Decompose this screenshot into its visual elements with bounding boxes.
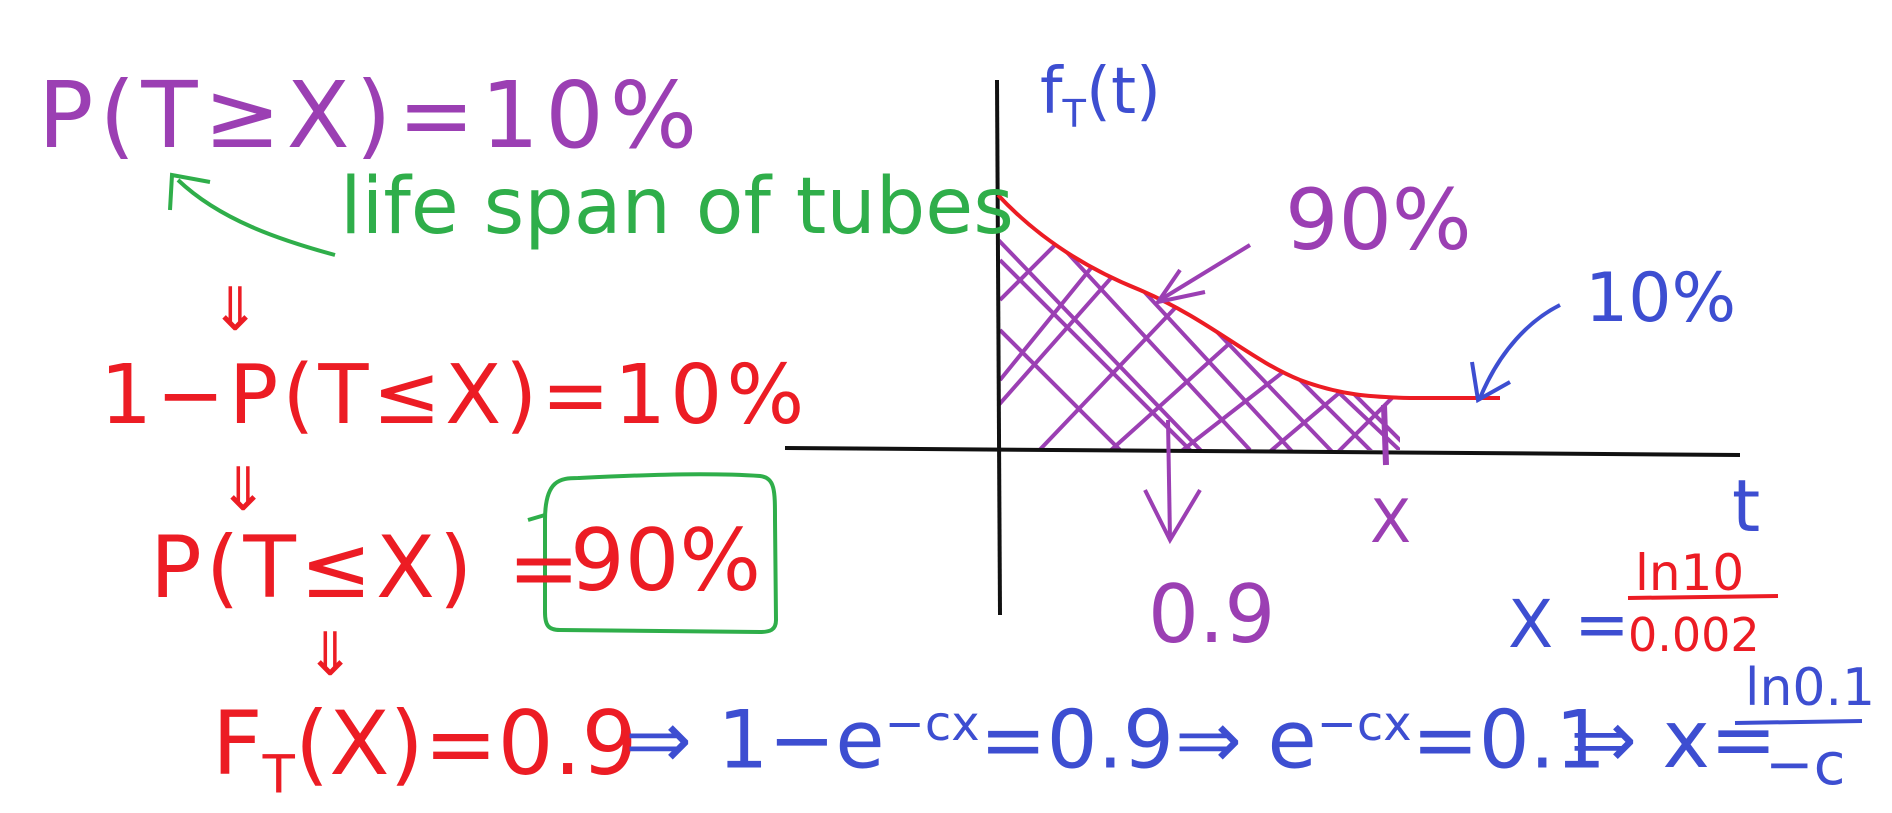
step1-exponent: −cx — [884, 696, 980, 752]
step1-suffix: =0.9 — [979, 693, 1174, 787]
final-fraction-bar — [1734, 719, 1863, 725]
eq-chain-step-2: ⇒ e−cx=0.1 — [1175, 700, 1606, 781]
step1-prefix: 1−e — [717, 693, 885, 787]
eq-chain-step-1: ⇒ 1−e−cx=0.9 — [625, 700, 1174, 781]
answer-box-tab — [527, 513, 546, 522]
down-double-arrow-icon: ⇓ — [218, 455, 269, 525]
step3-prefix: x= — [1662, 693, 1777, 786]
boxed-answer: 90% — [570, 511, 762, 611]
label-0-9: 0.9 — [1148, 568, 1276, 661]
final-fraction-numerator: ln0.1 — [1745, 658, 1876, 718]
y-axis-label: fT(t) — [1040, 60, 1161, 134]
result-denominator: 0.002 — [1628, 608, 1760, 662]
step2-prefix: e — [1267, 693, 1317, 787]
down-double-arrow-icon: ⇓ — [305, 620, 356, 690]
label-90-percent: 90% — [1285, 171, 1472, 269]
cdf-subscript: T — [262, 744, 295, 806]
cdf-symbol: F — [212, 692, 263, 795]
arrow-10-to-tail — [1470, 303, 1561, 404]
eq-complement: 1−P(T≤X)=10% — [100, 348, 809, 443]
x-tick-label: X — [1370, 487, 1412, 557]
down-double-arrow-icon: ⇓ — [210, 275, 261, 345]
eq-probability-less: P(T≤X) = — [150, 518, 584, 618]
density-curve — [996, 193, 1500, 400]
x-axis — [784, 446, 1741, 457]
cdf-rest: (X)=0.9 — [294, 692, 638, 795]
x-axis-label: t — [1732, 464, 1761, 548]
y-label-rest: (t) — [1085, 55, 1162, 129]
step2-exponent: −cx — [1316, 696, 1412, 752]
implies-arrow-icon: ⇒ — [1570, 693, 1638, 786]
annotation-life-span: life span of tubes — [340, 162, 1014, 252]
result-fraction-bar — [1627, 594, 1779, 600]
arrow-90-to-curve — [1153, 243, 1252, 305]
annotation-arrow — [168, 172, 336, 257]
eq-chain-step-3: ⇒ x= — [1570, 700, 1777, 780]
y-label-sub: T — [1062, 91, 1086, 137]
result-numerator: ln10 — [1635, 544, 1745, 602]
result-lhs: X = — [1508, 586, 1630, 663]
y-label-f: f — [1040, 55, 1063, 129]
step2-suffix: =0.1 — [1411, 693, 1606, 787]
eq-probability-greater: P(T≥X)=10% — [38, 62, 704, 169]
label-10-percent: 10% — [1585, 259, 1737, 338]
implies-arrow-icon: ⇒ — [625, 693, 693, 787]
implies-arrow-icon: ⇒ — [1175, 693, 1243, 787]
eq-cdf: FT(X)=0.9 — [212, 700, 638, 802]
y-axis — [995, 79, 1002, 616]
down-arrow-to-0-9 — [1143, 419, 1202, 545]
answer-box — [543, 472, 779, 635]
x-tick-mark — [1381, 404, 1389, 466]
final-fraction-denominator: −c — [1765, 730, 1846, 798]
